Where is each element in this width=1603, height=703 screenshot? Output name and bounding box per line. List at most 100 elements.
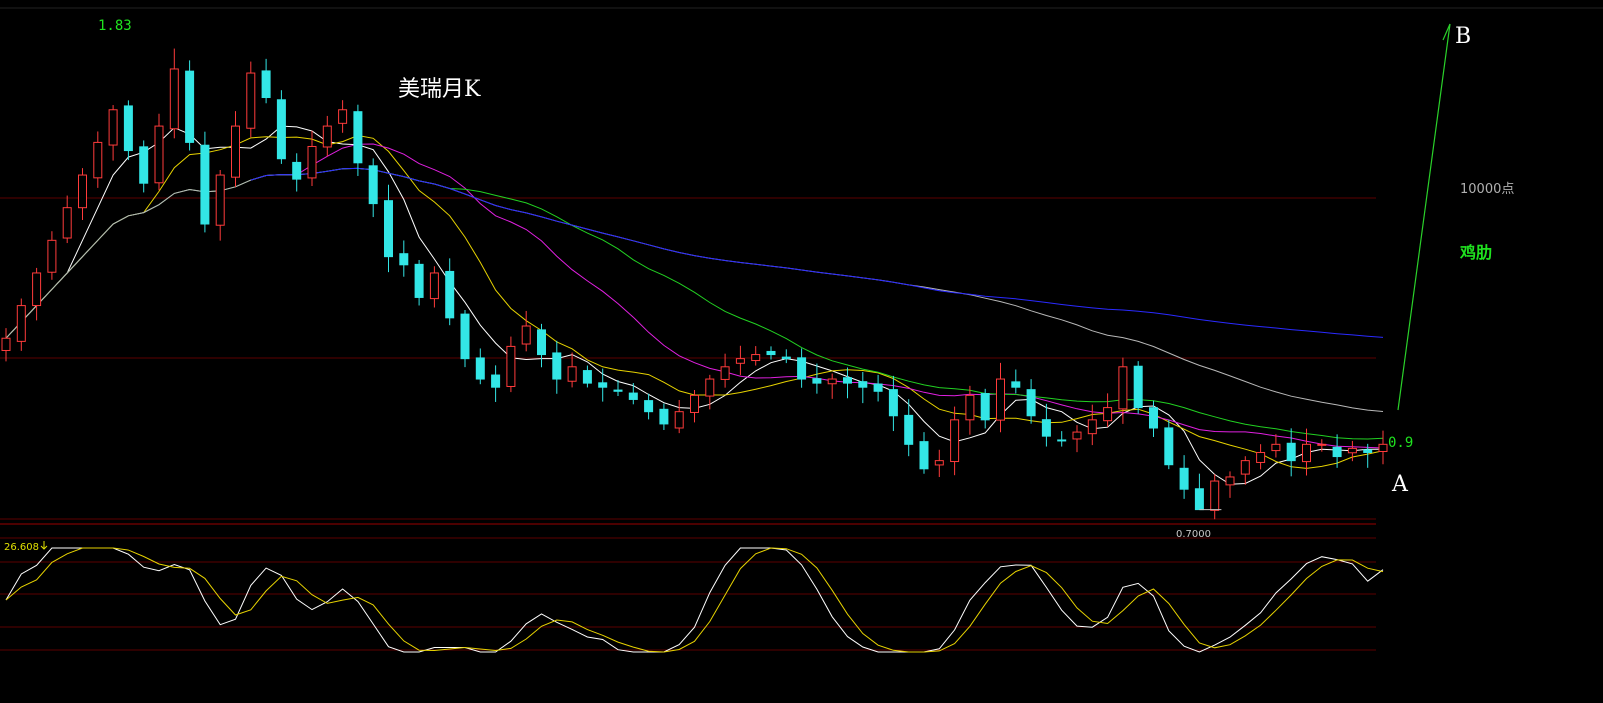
candle-body: [1164, 427, 1174, 466]
candle-body: [353, 111, 363, 164]
candle-body: [1041, 419, 1051, 437]
candle-body: [659, 408, 669, 425]
candle-body: [414, 263, 424, 298]
candle-body: [552, 352, 562, 380]
candle-body: [108, 109, 118, 146]
candle-body: [980, 393, 990, 421]
candle-body: [1103, 407, 1113, 422]
grid-lines: [0, 7, 1603, 651]
candle-body: [766, 350, 776, 356]
candle-body: [1302, 443, 1311, 463]
candle-body: [1286, 442, 1296, 462]
candle-body: [338, 109, 348, 124]
k-line: [5, 547, 1384, 653]
candle-body: [1225, 476, 1235, 486]
candle-body: [582, 370, 592, 384]
candle-body: [1087, 419, 1097, 435]
candle-body: [797, 357, 807, 380]
candle-body: [812, 378, 822, 384]
moving-average-lines: [5, 125, 1384, 485]
candle-body: [827, 378, 837, 385]
candle-body: [368, 165, 378, 205]
candle-body: [598, 382, 608, 388]
candle-body: [537, 329, 546, 356]
candle-body: [873, 383, 883, 392]
chart-title: 美瑞月K: [398, 77, 481, 102]
candle-body: [1240, 460, 1250, 475]
candle-body: [1, 337, 11, 351]
point-b-label: B: [1455, 24, 1471, 49]
candle-body: [261, 70, 271, 99]
candle-body: [93, 141, 103, 179]
candle-body: [475, 357, 485, 380]
candle-body: [445, 270, 455, 319]
candle-body: [1347, 447, 1357, 454]
high-price-label: 1.83: [98, 18, 132, 34]
candle-body: [1271, 443, 1281, 452]
candle-body: [567, 366, 577, 382]
candle-body: [690, 394, 699, 413]
point-a-label: A: [1391, 472, 1409, 497]
candle-body: [1057, 439, 1067, 442]
candle-body: [491, 374, 501, 388]
trend-line: [1397, 23, 1451, 411]
candle-body: [276, 99, 286, 160]
last-price-label: 0.9: [1388, 435, 1413, 451]
trend-line-tip: [1442, 23, 1451, 41]
note-label: 鸡肋: [1459, 243, 1492, 262]
candle-body: [628, 392, 638, 400]
candle-body: [751, 354, 761, 362]
candle-body: [996, 378, 1005, 421]
candle-body: [1378, 443, 1388, 453]
candle-body: [1072, 431, 1082, 440]
candle-body: [246, 72, 256, 129]
chart-labels: 美瑞月K 1.83 0.9 0.7000 B A 10000点 鸡肋 26.60…: [4, 18, 1514, 553]
candle-body: [904, 414, 914, 445]
candle-body: [1332, 446, 1342, 458]
candle-body: [292, 161, 302, 180]
level-label: 10000点: [1460, 182, 1514, 197]
candle-body: [123, 105, 133, 152]
candle-body: [16, 305, 26, 342]
candle-body: [705, 378, 715, 397]
candle-body: [307, 145, 317, 179]
ma120-line: [250, 167, 1384, 338]
candle-body: [1256, 451, 1266, 463]
ma60-line: [5, 167, 1384, 412]
candle-body: [1317, 443, 1327, 446]
candle-body: [429, 272, 439, 300]
candle-body: [1133, 365, 1143, 409]
candle-body: [1194, 488, 1204, 511]
candle-body: [1179, 467, 1189, 490]
candle-body: [720, 366, 730, 380]
candle-body: [1363, 449, 1373, 453]
candle-body: [934, 460, 944, 466]
candle-body: [32, 272, 42, 307]
indicator-arrow-icon: [40, 541, 48, 550]
low-price-label: 0.7000: [1176, 529, 1211, 540]
candle-body: [888, 389, 898, 417]
candle-body: [139, 146, 149, 184]
candle-body: [1118, 366, 1128, 410]
candle-body: [521, 325, 531, 345]
candle-body: [200, 144, 210, 225]
candle-body: [1011, 381, 1021, 388]
ma5-line: [5, 125, 1383, 485]
candle-body: [215, 174, 225, 226]
candle-body: [781, 356, 791, 360]
candle-body: [322, 125, 332, 148]
candle-body: [965, 394, 975, 421]
candle-body: [78, 174, 87, 209]
candle-body: [231, 125, 240, 178]
candle-body: [62, 207, 72, 239]
candle-body: [919, 441, 929, 470]
candle-body: [460, 313, 470, 360]
candle-body: [185, 70, 195, 143]
candle-body: [644, 400, 654, 413]
candle-body: [950, 419, 960, 463]
candle-body: [47, 239, 57, 273]
candle-body: [613, 389, 623, 392]
indicator-panel: [5, 541, 1384, 653]
candle-body: [506, 345, 516, 387]
